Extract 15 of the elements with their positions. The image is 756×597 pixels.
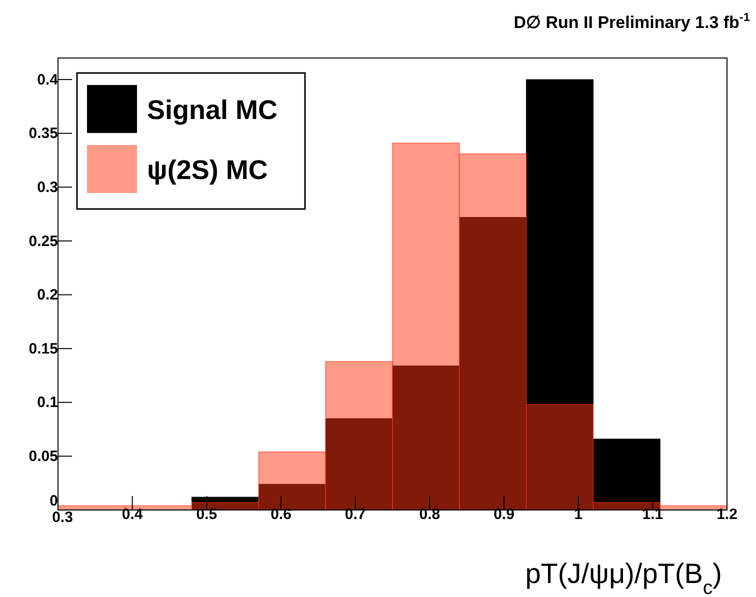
- y-tick-label: 0.05: [28, 448, 58, 465]
- y-tick-label: 0.1: [37, 394, 58, 412]
- y-tick-label: 0.15: [28, 340, 58, 358]
- y-tick-label: 0.25: [28, 232, 58, 250]
- y-tick-label: 0: [50, 492, 58, 510]
- y-tick-label: 0.3: [37, 178, 58, 196]
- chart-title: D∅ Run II Preliminary 1.3 fb$^{-1}$: [514, 10, 750, 32]
- y-tick-label: 0.2: [37, 286, 58, 304]
- y-tick-label: 0.4: [37, 71, 59, 88]
- x-tick-label: 1.2: [716, 506, 738, 523]
- x-tick-label: 0.3: [52, 509, 73, 526]
- y-tick-label: 0.35: [28, 125, 58, 142]
- legend-label: ψ(2S) MC: [147, 155, 268, 185]
- x-axis-title: pT(J/ψμ)/pT(B$_{c}$): [525, 558, 722, 597]
- legend-label: Signal MC: [147, 95, 278, 125]
